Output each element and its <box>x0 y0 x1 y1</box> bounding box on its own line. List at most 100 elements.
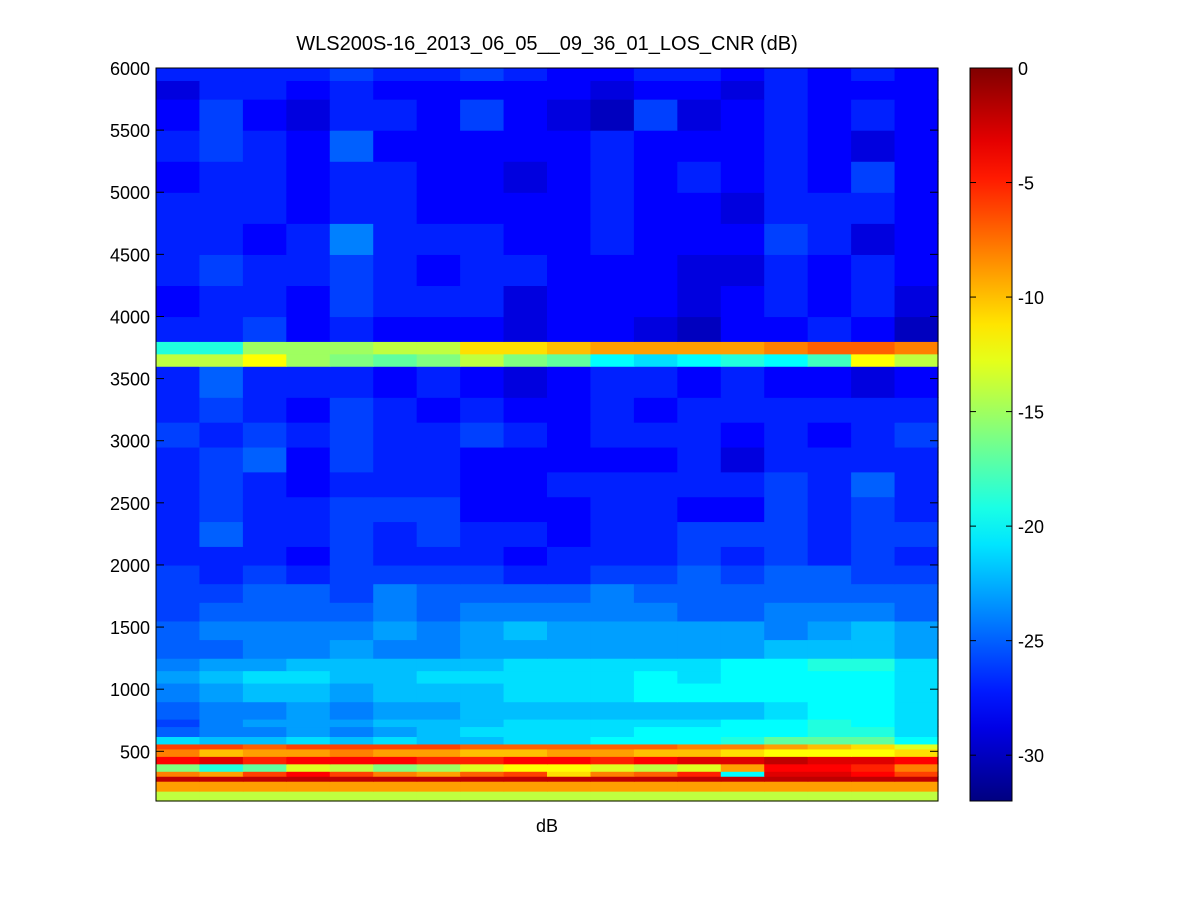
heatmap-cell <box>329 68 374 82</box>
heatmap-cell <box>503 68 548 82</box>
heatmap-cell <box>286 719 331 728</box>
heatmap-cell <box>633 583 678 603</box>
heatmap-cell <box>416 366 461 398</box>
heatmap-cell <box>807 620 852 641</box>
heatmap-cell <box>199 285 244 318</box>
heatmap-cell <box>373 366 418 398</box>
heatmap-cell <box>547 719 592 728</box>
heatmap-cell <box>286 223 331 255</box>
heatmap-cell <box>416 316 461 342</box>
heatmap-cell <box>199 353 244 367</box>
heatmap-cell <box>286 521 331 547</box>
heatmap-cell <box>807 99 852 131</box>
heatmap-cell <box>633 223 678 255</box>
heatmap-cell <box>764 285 809 318</box>
heatmap-cell <box>460 726 505 737</box>
y-tick-label: 6000 <box>110 59 150 79</box>
heatmap-cell <box>416 546 461 566</box>
heatmap-cell <box>633 446 678 473</box>
heatmap-cell <box>547 366 592 398</box>
heatmap-cell <box>764 422 809 448</box>
heatmap-cell <box>242 496 287 523</box>
heatmap-cell <box>633 763 678 772</box>
heatmap-plot-area <box>156 68 939 802</box>
heatmap-cell <box>286 68 331 82</box>
heatmap-cell <box>329 285 374 318</box>
heatmap-cell <box>503 743 548 750</box>
heatmap-cell <box>677 80 722 100</box>
heatmap-cell <box>286 192 331 224</box>
heatmap-cell <box>590 496 635 523</box>
heatmap-cell <box>156 161 201 193</box>
heatmap-cell <box>720 776 765 782</box>
heatmap-cell <box>894 285 939 318</box>
heatmap-cell <box>851 771 896 777</box>
y-tick-label: 2000 <box>110 556 150 576</box>
heatmap-cell <box>242 366 287 398</box>
heatmap-cell <box>633 781 678 792</box>
heatmap-cell <box>199 719 244 728</box>
heatmap-cell <box>156 583 201 603</box>
heatmap-cell <box>242 546 287 566</box>
heatmap-cell <box>416 781 461 792</box>
heatmap-cell <box>416 496 461 523</box>
heatmap-cell <box>416 471 461 498</box>
heatmap-cell <box>416 743 461 750</box>
heatmap-cell <box>677 446 722 473</box>
heatmap-cell <box>156 791 201 802</box>
heatmap-cell <box>286 254 331 287</box>
heatmap-cell <box>199 192 244 224</box>
heatmap-cell <box>633 316 678 342</box>
heatmap-cell <box>329 397 374 423</box>
heatmap-cell <box>894 192 939 224</box>
heatmap-cell <box>460 639 505 659</box>
heatmap-cell <box>764 763 809 772</box>
heatmap-cell <box>547 771 592 777</box>
heatmap-cell <box>329 781 374 792</box>
heatmap-cell <box>547 682 592 703</box>
heatmap-cell <box>199 99 244 131</box>
heatmap-cell <box>720 602 765 622</box>
heatmap-cell <box>460 756 505 765</box>
heatmap-cell <box>199 223 244 255</box>
heatmap-cell <box>329 743 374 750</box>
heatmap-cell <box>416 80 461 100</box>
heatmap-cell <box>851 791 896 802</box>
heatmap-cell <box>460 763 505 772</box>
heatmap-cell <box>764 316 809 342</box>
heatmap-cell <box>677 564 722 585</box>
heatmap-cell <box>460 316 505 342</box>
heatmap-cell <box>329 80 374 100</box>
heatmap-cell <box>764 80 809 100</box>
heatmap-cell <box>764 748 809 757</box>
heatmap-cell <box>633 471 678 498</box>
heatmap-cell <box>242 99 287 131</box>
heatmap-cell <box>894 781 939 792</box>
heatmap-cell <box>851 620 896 641</box>
heatmap-cell <box>590 771 635 777</box>
heatmap-cell <box>286 564 331 585</box>
heatmap-cell <box>807 726 852 737</box>
heatmap-cell <box>416 726 461 737</box>
heatmap-cell <box>590 726 635 737</box>
heatmap-cell <box>373 719 418 728</box>
heatmap-cell <box>851 756 896 765</box>
heatmap-cell <box>851 353 896 367</box>
heatmap-cell <box>720 130 765 162</box>
heatmap-cell <box>416 736 461 745</box>
heatmap-cell <box>156 99 201 131</box>
heatmap-cell <box>242 682 287 703</box>
heatmap-cell <box>503 583 548 603</box>
heatmap-cell <box>720 192 765 224</box>
heatmap-cell <box>764 99 809 131</box>
heatmap-cell <box>199 583 244 603</box>
heatmap-cell <box>677 223 722 255</box>
heatmap-cell <box>503 756 548 765</box>
heatmap-cell <box>199 658 244 672</box>
heatmap-cell <box>156 446 201 473</box>
heatmap-cell <box>807 639 852 659</box>
heatmap-cell <box>199 341 244 355</box>
heatmap-cell <box>156 546 201 566</box>
heatmap-cell <box>720 546 765 566</box>
